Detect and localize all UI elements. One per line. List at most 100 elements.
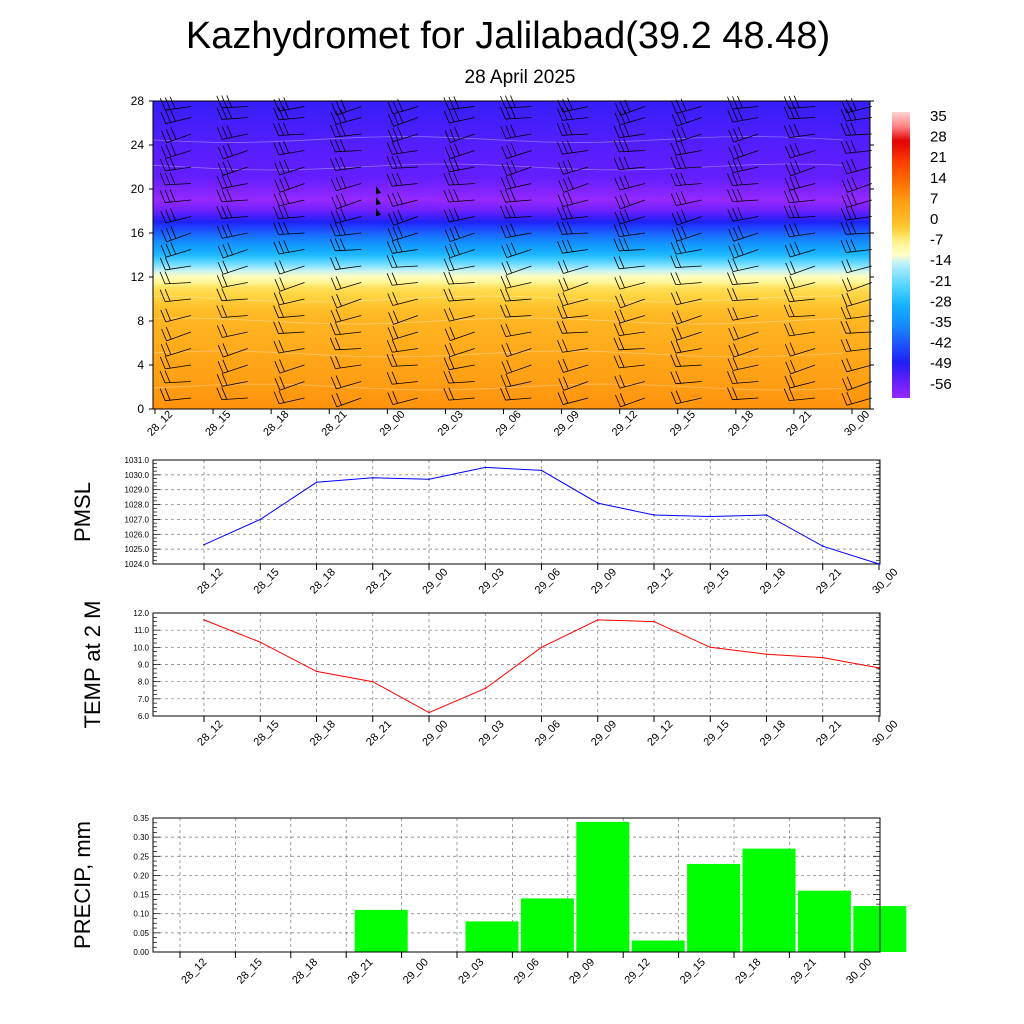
y-tick-label: 12.0 [133,609,149,618]
x-tick-label: 28_15 [203,409,233,439]
wind-barb-shaft [619,117,646,126]
wind-barb-shaft [789,183,816,191]
wind-barb-shaft [278,216,305,220]
wind-barb-feather [841,294,848,307]
wind-barb-feather [391,353,398,367]
wind-barb-feather [563,376,569,389]
plot-frame [152,459,881,565]
wind-barb-shaft [562,397,589,405]
wind-barb-feather [448,271,455,284]
wind-barb-feather [160,245,167,258]
wind-barb-feather [159,356,166,370]
wind-barb-shaft [165,216,192,224]
wind-barb-feather [329,337,336,350]
y-tick-label: 0.10 [133,910,149,919]
wind-barb-shaft [619,381,646,389]
wind-barb-feather [840,240,847,253]
x-tick-label: 28_15 [252,718,282,748]
wind-barb-shaft [676,199,702,207]
wind-barb-shaft [845,348,872,352]
wind-barb-feather [680,141,687,154]
wind-barb-feather [784,375,791,389]
wind-barb-feather [226,205,233,218]
wind-barb-shaft [165,183,192,186]
wind-barb-feather [790,261,796,274]
x-tick-label: 29_21 [814,718,844,748]
wind-barb-feather [273,340,280,354]
wind-barb-feather [676,326,683,339]
wind-barb-feather [846,193,853,207]
wind-barb-feather [505,373,512,387]
wind-barb-shaft [336,106,362,116]
wind-barb-feather [273,193,280,207]
wind-barb-feather [388,312,394,325]
wind-barb-feather [221,274,228,287]
wind-barb-feather [283,122,289,136]
wind-barb-shaft [676,331,702,341]
wind-barb-shaft [222,232,248,239]
wind-barb-feather [221,189,228,202]
wind-barb-shaft [618,150,645,153]
wind-barb-shaft [619,315,646,324]
wind-barb-feather [562,358,569,372]
wind-barb-feather [789,342,796,355]
wind-barb-feather [165,342,172,355]
wind-barb-feather [453,157,460,171]
precip-bar [797,890,851,952]
wind-barb-feather [562,339,568,352]
wind-barb-feather [278,305,284,318]
wind-barb-shaft [221,199,248,203]
wind-barb-shaft [505,216,532,219]
wind-barb-feather [733,227,739,240]
wind-barb-feather [160,146,167,159]
wind-barb-feather [614,177,621,191]
wind-barb-feather [453,172,460,185]
wind-barb-shaft [675,166,702,170]
wind-barb-feather [391,339,398,352]
wind-barb-shaft [392,133,419,143]
wind-barb-feather [165,243,172,256]
wind-barb-shaft [790,265,816,276]
wind-barb-feather [453,108,460,122]
wind-barb-feather [842,180,848,193]
wind-barb-feather [278,123,284,136]
wind-barb-feather [785,361,792,375]
wind-barb-feather [505,189,511,202]
wind-barb-feather [727,371,733,384]
wind-barb-shaft [562,216,589,220]
wind-barb-shaft [279,381,305,391]
wind-barb-feather [164,97,171,110]
wind-barb-feather [618,256,625,269]
wind-barb-feather [613,256,620,269]
wind-barb-feather [278,222,284,235]
data-point [596,619,599,621]
wind-barb-feather [216,95,223,108]
wind-barb-feather [615,196,621,210]
y-axis-label: PMSL [70,482,95,542]
plot-frame [152,612,881,717]
x-tick-label: 29_06 [533,718,563,748]
wind-barb-shaft [732,166,759,174]
wind-barb-feather [788,190,795,203]
wind-barb-feather [675,272,682,285]
wind-barb-feather [283,97,290,110]
wind-barb-shaft [279,364,305,374]
wind-barb-shaft [675,282,702,286]
wind-barb-shaft [506,364,532,375]
wind-barb-feather [785,262,792,276]
wind-barb-shaft [221,216,248,219]
wind-barb-feather [221,225,228,238]
wind-barb-feather [448,370,455,383]
wind-barb-feather [566,206,573,219]
wind-barb-feather [614,211,621,225]
wind-barb-feather [278,321,284,334]
wind-barb-feather [391,141,398,154]
wind-barb-feather [671,312,678,325]
wind-barb-feather [221,324,228,337]
wind-barb-feather [789,144,796,157]
precip-bar [520,898,574,952]
wind-barb-feather [732,307,739,320]
wind-barb-shaft [790,364,816,375]
wind-barb-feather [566,107,573,120]
wind-barb-feather [561,206,568,219]
